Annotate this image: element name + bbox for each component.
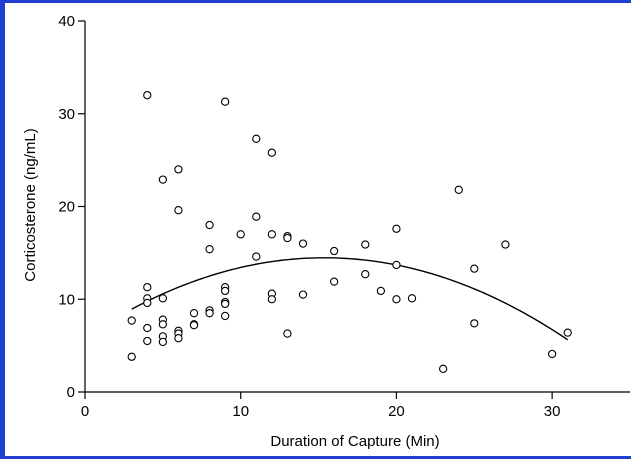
data-point — [252, 134, 261, 143]
data-point — [205, 220, 214, 230]
data-point — [158, 320, 168, 329]
data-point — [283, 329, 292, 338]
data-point — [501, 240, 510, 249]
data-point — [267, 148, 277, 157]
data-point — [189, 321, 199, 330]
data-point — [174, 165, 183, 174]
data-point — [189, 309, 199, 318]
data-points — [127, 91, 572, 373]
fit-curve — [131, 257, 569, 341]
data-point — [361, 270, 370, 279]
data-point — [220, 311, 230, 321]
x-tick-label: 30 — [544, 403, 561, 420]
data-point — [127, 316, 136, 325]
x-tick-label: 0 — [81, 403, 89, 420]
data-point — [392, 260, 401, 270]
data-point — [127, 352, 136, 361]
data-point — [158, 294, 168, 303]
data-point — [454, 185, 463, 194]
data-point — [407, 294, 417, 303]
data-point — [252, 212, 261, 221]
data-point — [220, 97, 230, 106]
data-point — [220, 299, 230, 309]
data-point — [205, 245, 214, 254]
data-point — [329, 277, 339, 286]
data-point — [143, 91, 152, 100]
data-point — [298, 239, 308, 248]
y-tick-label: 20 — [58, 199, 75, 216]
data-point — [470, 264, 479, 273]
data-point — [143, 283, 152, 292]
data-point — [392, 295, 401, 304]
data-point — [174, 334, 183, 343]
y-tick-label: 40 — [58, 13, 75, 30]
axes: 0 10 20 30 40 0 10 20 30 — [58, 13, 630, 420]
data-point — [143, 336, 152, 346]
data-point — [470, 319, 479, 328]
data-point — [283, 233, 292, 243]
data-point — [376, 286, 386, 296]
x-tick-label: 10 — [232, 403, 249, 420]
data-point — [392, 224, 401, 233]
data-point — [267, 230, 277, 239]
x-axis-label: Duration of Capture (Min) — [270, 433, 439, 450]
data-point — [329, 246, 339, 256]
data-point — [174, 206, 183, 215]
data-point — [563, 328, 572, 337]
data-point — [438, 364, 448, 373]
y-tick-label: 10 — [58, 291, 75, 308]
data-point — [220, 286, 230, 296]
data-point — [236, 230, 245, 239]
data-point — [158, 175, 168, 184]
data-point — [547, 349, 557, 359]
x-tick-label: 20 — [388, 403, 405, 420]
data-point — [143, 323, 152, 333]
y-axis-label: Corticosterone (ng/mL) — [22, 128, 39, 281]
data-point — [205, 309, 214, 318]
y-tick-label: 0 — [67, 384, 75, 401]
data-point — [252, 252, 261, 261]
data-point — [267, 295, 277, 304]
fit-curve-layer — [131, 257, 569, 341]
data-point — [361, 240, 370, 249]
y-tick-label: 30 — [58, 106, 75, 123]
data-point — [298, 290, 308, 299]
data-point — [143, 298, 152, 308]
data-point — [158, 337, 168, 347]
